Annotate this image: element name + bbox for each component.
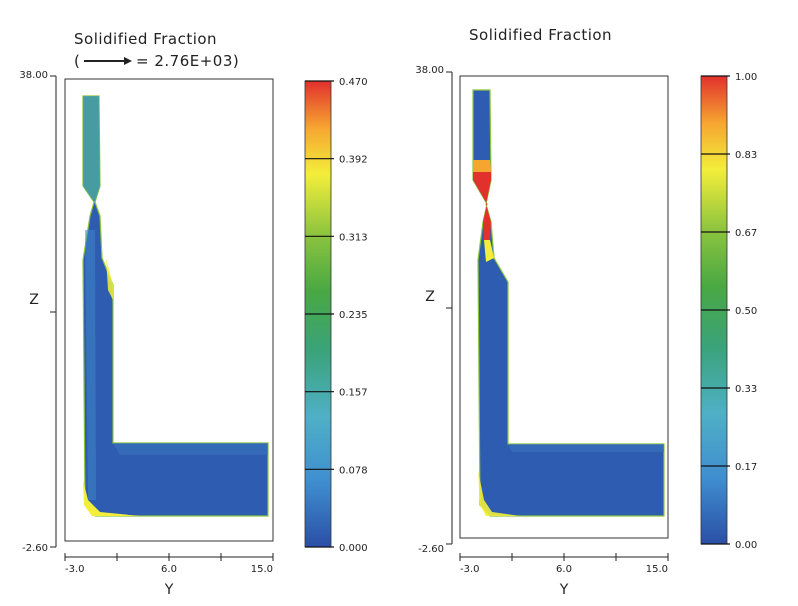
left-x-tick-label-1: 6.0 — [161, 564, 177, 575]
left-sprue-fill — [83, 96, 100, 202]
right-colorbar-tick-label: 0.33 — [735, 384, 757, 395]
right-title: Solidified Fraction — [469, 26, 612, 44]
right-warm-sprue — [473, 160, 491, 172]
right-colorbar-tick-label: 0.17 — [735, 462, 757, 473]
right-x-tick-label-0: -3.0 — [460, 564, 480, 575]
velocity-scale-value: = 2.76E+03) — [136, 52, 239, 70]
right-x-axis-label: Y — [559, 582, 569, 598]
left-x-axis-label: Y — [164, 582, 174, 598]
left-y-axis-label: Z — [29, 292, 39, 308]
left-colorbar-tick-label: 0.078 — [339, 465, 368, 476]
left-colorbar-tick-label: 0.313 — [339, 232, 368, 243]
left-y-tick-label-top: 38.00 — [19, 70, 48, 81]
right-colorbar-tick-label: 0.50 — [735, 306, 757, 317]
right-y-axis-label: Z — [425, 289, 435, 305]
right-x-tick-label-1: 6.0 — [556, 564, 572, 575]
right-x-tick-label-2: 15.0 — [646, 564, 668, 575]
right-runner-band — [508, 444, 664, 452]
right-hot-neck — [473, 170, 491, 240]
left-colorbar-tick-label: 0.392 — [339, 155, 368, 166]
right-warm-below-neck — [484, 240, 494, 262]
right-panel: Solidified Fraction 38.00 -2.60 Z -3.0 6… — [415, 26, 757, 598]
left-x-tick-label-0: -3.0 — [65, 564, 85, 575]
left-colorbar-ticks: 0.470 0.392 0.313 0.235 0.157 0.078 0.000 — [305, 77, 368, 554]
left-riser-band — [85, 230, 96, 500]
right-y-tick-label-bottom: -2.60 — [418, 544, 444, 555]
right-colorbar-tick-label: 0.67 — [735, 228, 757, 239]
right-plot-frame — [459, 75, 669, 539]
right-y-tick-label-top: 38.00 — [415, 65, 444, 76]
velocity-scale-legend: ( = 2.76E+03) — [74, 52, 239, 70]
velocity-arrow-head — [124, 57, 132, 65]
left-plot-frame — [64, 78, 274, 542]
left-panel: Solidified Fraction ( = 2.76E+03) 38.00 … — [19, 30, 367, 598]
left-hot-edge — [106, 258, 113, 300]
right-colorbar-tick-label: 1.00 — [735, 72, 757, 83]
left-colorbar-tick-label: 0.235 — [339, 310, 368, 321]
left-casting-field — [82, 95, 269, 517]
right-colorbar-ticks: 1.00 0.83 0.67 0.50 0.33 0.17 0.00 — [701, 72, 757, 551]
right-mold-body — [472, 89, 665, 517]
velocity-paren: ( — [74, 52, 80, 70]
left-title: Solidified Fraction — [74, 30, 217, 48]
right-colorbar-tick-label: 0.00 — [735, 540, 757, 551]
left-runner-band — [113, 443, 268, 455]
left-colorbar-tick-label: 0.157 — [339, 388, 368, 399]
right-casting-field — [472, 89, 665, 517]
left-x-tick-label-2: 15.0 — [251, 564, 273, 575]
left-colorbar-tick-label: 0.000 — [339, 543, 368, 554]
right-colorbar-tick-label: 0.83 — [735, 150, 757, 161]
left-y-tick-label-bottom: -2.60 — [22, 543, 48, 554]
left-colorbar-tick-label: 0.470 — [339, 77, 368, 88]
